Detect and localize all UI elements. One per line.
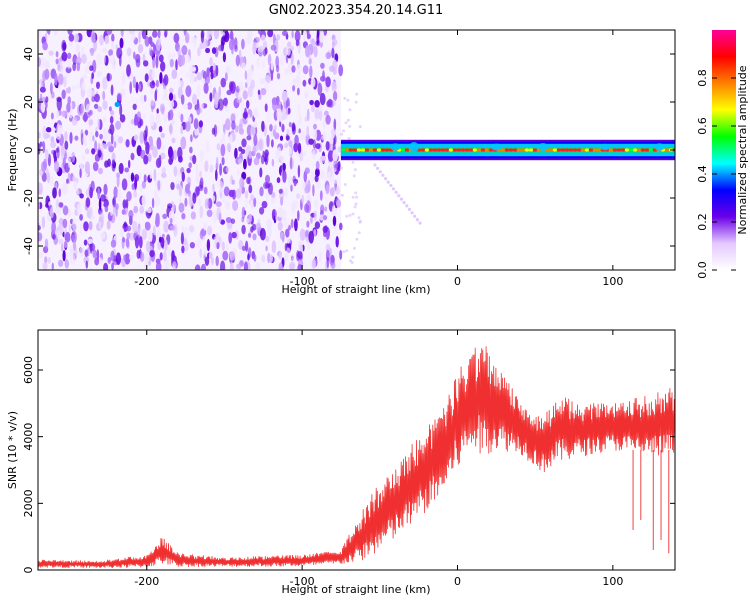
x-tick-label: -100 [290, 575, 315, 588]
x-tick-label: -200 [134, 575, 159, 588]
colorbar-label: Normalized spectral amplitude [736, 65, 749, 234]
y-tick-label: 0 [22, 147, 35, 154]
snr-series-line [38, 346, 675, 569]
spectrogram-x-label: Height of straight line (km) [281, 283, 430, 296]
x-tick-label: -100 [290, 275, 315, 288]
y-tick-label: -40 [22, 237, 35, 255]
colorbar-tick-label: 0.6 [696, 117, 709, 135]
snr-x-label: Height of straight line (km) [281, 583, 430, 596]
y-tick-label: 6000 [22, 356, 35, 384]
noise-speckle [38, 30, 422, 270]
signal-band [340, 139, 675, 161]
colorbar-axis: 0.0 0.2 0.4 0.6 0.8 [696, 69, 736, 279]
colorbar-gradient [712, 30, 736, 270]
snr-frame [37, 329, 676, 571]
spectrogram-plot-area [38, 30, 675, 270]
y-tick-label: 40 [22, 47, 35, 61]
colorbar-tick-label: 0.8 [696, 69, 709, 87]
figure-title: GN02.2023.354.20.14.G11 [269, 3, 444, 18]
y-tick-label: 20 [22, 95, 35, 109]
x-tick-label: 100 [602, 575, 623, 588]
y-tick-label: 2000 [22, 489, 35, 517]
colorbar-tick-label: 0.2 [696, 213, 709, 231]
y-tick-label: -20 [22, 189, 35, 207]
colorbar-tick-label: 0.0 [696, 261, 709, 279]
x-tick-label: 100 [602, 275, 623, 288]
x-tick-label: 0 [454, 275, 461, 288]
outlier-point [114, 101, 120, 107]
x-tick-label: 0 [454, 575, 461, 588]
y-tick-label: 4000 [22, 423, 35, 451]
colorbar: 0.0 0.2 0.4 0.6 0.8 Normalized spectral ampl… [696, 30, 749, 279]
spectrogram-y-label: Frequency (Hz) [6, 109, 19, 192]
colorbar-tick-label: 0.4 [696, 165, 709, 183]
snr-y-label: SNR (10 * v/v) [6, 411, 19, 489]
y-tick-label: 0 [22, 567, 35, 574]
x-tick-label: -200 [134, 275, 159, 288]
snr-plot-area [38, 346, 675, 569]
